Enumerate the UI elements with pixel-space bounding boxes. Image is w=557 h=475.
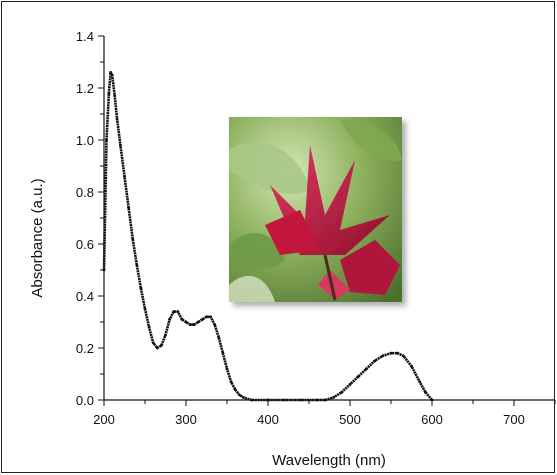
- x-tick-label: 300: [175, 412, 197, 427]
- data-point: [348, 383, 352, 386]
- data-point: [324, 398, 327, 402]
- data-point: [119, 143, 122, 147]
- data-point: [233, 388, 237, 391]
- data-point: [123, 175, 126, 178]
- data-point: [168, 318, 172, 321]
- data-point: [205, 315, 208, 319]
- data-point: [221, 351, 225, 355]
- data-point: [250, 398, 254, 402]
- y-tick-label: 1.2: [76, 81, 94, 96]
- data-point: [107, 91, 111, 95]
- data-point: [401, 354, 405, 358]
- data-point: [188, 323, 192, 326]
- data-point: [213, 323, 217, 326]
- data-point: [418, 380, 422, 384]
- data-point: [102, 268, 106, 272]
- data-point: [299, 398, 303, 402]
- data-point: [396, 351, 399, 355]
- data-point: [410, 364, 413, 368]
- data-point: [381, 354, 385, 358]
- x-tick-label: 700: [503, 412, 525, 427]
- flower-inset-image: [229, 117, 402, 302]
- y-tick-label: 1.0: [76, 133, 94, 148]
- y-axis-title: Absorbance (a.u.): [29, 178, 46, 297]
- x-tick-label: 400: [257, 412, 279, 427]
- data-point: [209, 315, 213, 319]
- data-point: [192, 323, 196, 326]
- data-point: [229, 380, 233, 384]
- data-point: [196, 320, 200, 324]
- data-point: [389, 351, 393, 355]
- leaf-shape: [340, 119, 402, 161]
- x-axis-title: Wavelength (nm): [272, 452, 386, 469]
- leaf-shape: [229, 275, 275, 302]
- data-point: [430, 398, 434, 402]
- data-point: [266, 398, 270, 402]
- data-point: [356, 375, 360, 378]
- y-tick-label: 0.8: [76, 185, 94, 200]
- data-point: [135, 263, 139, 267]
- data-point: [147, 325, 151, 329]
- x-tick-label: 600: [421, 412, 443, 427]
- data-point: [109, 71, 112, 74]
- data-point: [340, 390, 344, 394]
- stem-shape: [323, 254, 337, 301]
- data-point: [115, 117, 119, 121]
- data-point: [217, 336, 221, 339]
- y-tick-label: 0.6: [76, 237, 94, 252]
- y-ticks: [98, 35, 104, 401]
- data-point: [180, 318, 184, 321]
- data-point: [155, 346, 159, 350]
- y-tick-label: 1.4: [76, 29, 94, 44]
- data-point: [373, 359, 376, 363]
- data-point: [315, 398, 319, 402]
- data-point: [151, 341, 155, 345]
- x-ticks: [103, 400, 556, 406]
- data-point: [160, 344, 163, 347]
- data-point: [237, 393, 241, 397]
- data-point: [113, 94, 117, 98]
- data-point: [164, 333, 167, 337]
- leaf-shape: [229, 233, 285, 270]
- y-tick-labels: 0.0 0.2 0.4 0.6 0.8 1.0 1.2 1.4: [76, 29, 94, 408]
- data-point: [105, 138, 108, 142]
- data-point: [201, 318, 204, 321]
- data-point: [110, 73, 114, 77]
- data-point: [143, 307, 147, 311]
- leaf-shape: [229, 142, 310, 194]
- data-point: [225, 367, 229, 371]
- y-tick-label: 0.0: [76, 393, 94, 408]
- data-point: [176, 310, 180, 313]
- y-tick-label: 0.4: [76, 289, 94, 304]
- data-point: [242, 396, 245, 399]
- x-tick-label: 500: [339, 412, 361, 427]
- data-point: [184, 320, 188, 324]
- absorbance-series: [102, 71, 434, 402]
- data-point: [283, 398, 286, 402]
- x-tick-label: 200: [93, 412, 115, 427]
- data-point: [172, 310, 176, 313]
- data-point: [424, 390, 427, 394]
- x-tick-labels: 200 300 400 500 600 700: [93, 412, 525, 427]
- data-point: [365, 367, 368, 371]
- petal-shape: [340, 240, 400, 295]
- data-point: [127, 206, 130, 210]
- petal-shape: [265, 210, 320, 255]
- data-point: [131, 237, 135, 241]
- absorbance-curve: [102, 71, 433, 402]
- data-point: [139, 286, 143, 290]
- data-point: [332, 396, 335, 399]
- y-tick-label: 0.2: [76, 341, 94, 356]
- petal-shape: [318, 270, 350, 300]
